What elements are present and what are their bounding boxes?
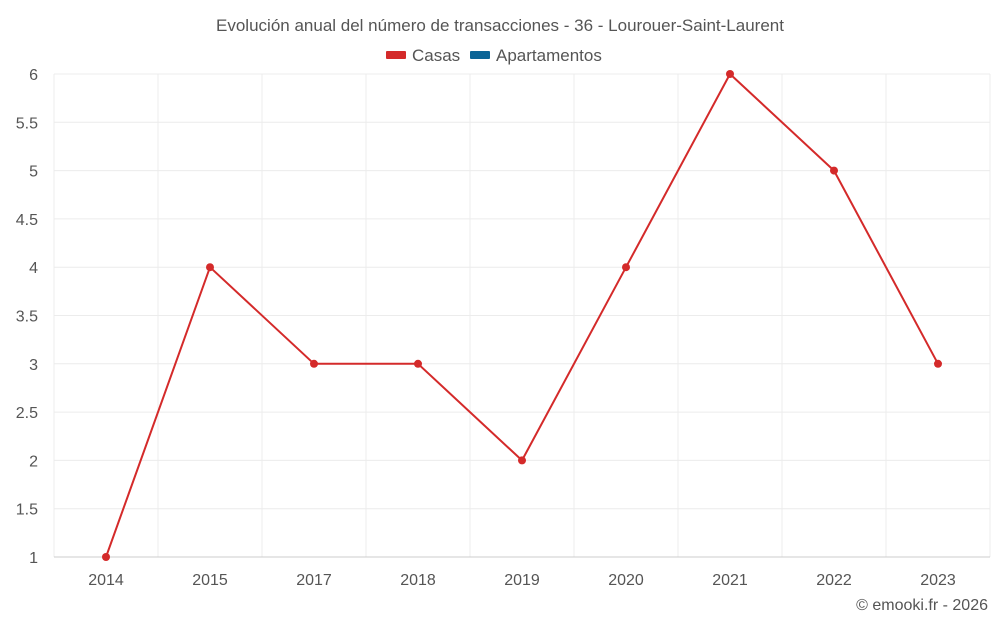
x-tick-label: 2017 — [296, 572, 332, 589]
y-tick-label: 3 — [29, 357, 38, 374]
legend-item-apartamentos[interactable]: Apartamentos — [470, 46, 602, 65]
x-tick-label: 2019 — [504, 572, 540, 589]
data-point-casas[interactable] — [726, 70, 734, 78]
y-tick-label: 4.5 — [16, 212, 38, 229]
y-tick-label: 2.5 — [16, 405, 38, 422]
x-tick-label: 2021 — [712, 572, 748, 589]
legend-swatch-casas — [386, 51, 406, 59]
legend-item-casas[interactable]: Casas — [386, 46, 460, 65]
data-point-casas[interactable] — [518, 456, 526, 465]
y-tick-label: 1 — [29, 550, 38, 567]
data-point-casas[interactable] — [622, 263, 630, 272]
data-point-casas[interactable] — [102, 553, 110, 561]
legend: Casas Apartamentos — [386, 46, 602, 65]
x-tick-label: 2020 — [608, 572, 644, 589]
y-tick-label: 3.5 — [16, 309, 38, 326]
x-axis-ticks: 2014 2015 2017 2018 2019 2020 2021 2022 2023 — [88, 572, 956, 589]
credit-text: © emooki.fr - 2026 — [856, 597, 988, 614]
y-tick-label: 5.5 — [16, 115, 38, 132]
legend-swatch-apartamentos — [470, 51, 490, 59]
data-point-casas[interactable] — [310, 359, 318, 368]
data-point-casas[interactable] — [414, 359, 422, 368]
x-tick-label: 2014 — [88, 572, 124, 589]
y-tick-label: 2 — [29, 453, 38, 470]
x-tick-label: 2023 — [920, 572, 956, 589]
y-tick-label: 4 — [29, 260, 38, 277]
x-tick-label: 2015 — [192, 572, 228, 589]
y-tick-label: 5 — [29, 164, 38, 181]
y-axis-ticks: 1 1.5 2 2.5 3 3.5 4 4.5 5 5.5 6 — [16, 67, 38, 567]
data-point-casas[interactable] — [830, 166, 838, 175]
grid — [53, 73, 991, 558]
data-point-casas[interactable] — [934, 359, 942, 368]
x-tick-label: 2022 — [816, 572, 852, 589]
y-tick-label: 1.5 — [16, 502, 38, 519]
chart-title: Evolución anual del número de transaccio… — [216, 16, 784, 35]
data-point-casas[interactable] — [206, 263, 214, 272]
legend-label-apartamentos: Apartamentos — [496, 46, 602, 65]
legend-label-casas: Casas — [412, 46, 460, 65]
series-casas — [102, 70, 942, 561]
y-tick-label: 6 — [29, 67, 38, 84]
x-tick-label: 2018 — [400, 572, 436, 589]
